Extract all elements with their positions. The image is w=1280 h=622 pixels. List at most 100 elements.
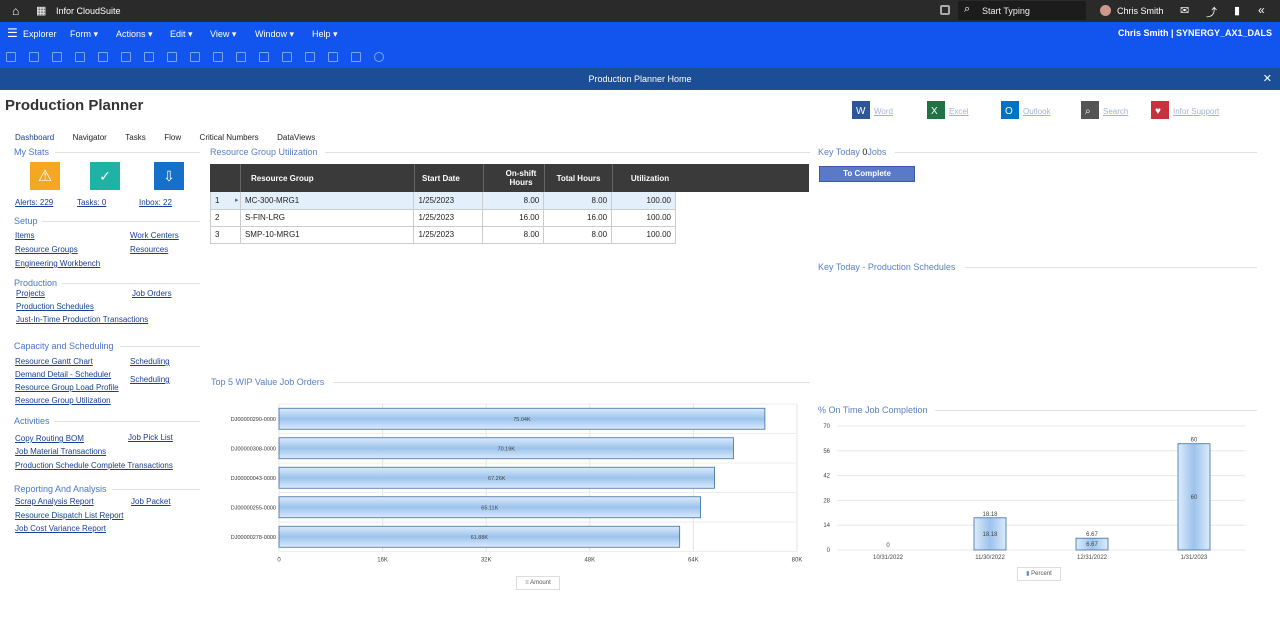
explorer-menu[interactable]: Explorer bbox=[23, 29, 57, 39]
add-icon[interactable] bbox=[52, 52, 62, 62]
to-complete-button[interactable]: To Complete bbox=[819, 166, 915, 182]
activities-job-material-link[interactable]: Job Material Transactions bbox=[15, 447, 107, 456]
delete-icon[interactable] bbox=[75, 52, 85, 62]
setup-engineering-workbench-link[interactable]: Engineering Workbench bbox=[15, 259, 101, 268]
open-icon[interactable] bbox=[6, 52, 16, 62]
col-resource-group[interactable]: Resource Group bbox=[240, 164, 415, 192]
menu-form[interactable]: Form ▾ bbox=[70, 29, 99, 39]
production-job-orders-link[interactable]: Job Orders bbox=[132, 289, 172, 298]
inbox-icon[interactable]: ⇩ bbox=[154, 162, 184, 190]
recent-icon[interactable] bbox=[940, 5, 950, 15]
col-total-hours[interactable]: Total Hours bbox=[544, 164, 612, 192]
support-icon[interactable]: ♥ bbox=[1151, 101, 1169, 119]
bookmark-icon[interactable]: ▮ bbox=[1234, 5, 1241, 17]
avatar[interactable] bbox=[1100, 5, 1111, 16]
word-button[interactable]: Word bbox=[874, 107, 893, 116]
word-icon[interactable]: W bbox=[852, 101, 870, 119]
find-icon[interactable] bbox=[305, 52, 315, 62]
search-button[interactable]: Search bbox=[1103, 107, 1129, 116]
menu-view[interactable]: View ▾ bbox=[210, 29, 237, 39]
search-icon[interactable]: ⌕ bbox=[1081, 101, 1099, 119]
reporting-cost-variance-link[interactable]: Job Cost Variance Report bbox=[15, 524, 107, 533]
outlook-button[interactable]: Outlook bbox=[1023, 107, 1051, 116]
x-tick-label: 16K bbox=[377, 558, 388, 564]
tab-dashboard[interactable]: Dashboard bbox=[15, 133, 55, 142]
search-box[interactable]: ⌕ Start Typing bbox=[958, 1, 1086, 20]
search-input[interactable]: Start Typing bbox=[982, 6, 1030, 16]
col-onshift-hours[interactable]: On-shift Hours bbox=[483, 164, 558, 192]
tasks-link[interactable]: Tasks: 0 bbox=[77, 198, 107, 207]
infor-support-button[interactable]: Infor Support bbox=[1173, 107, 1220, 116]
setup-items-link[interactable]: Items bbox=[15, 231, 35, 240]
hamburger-icon[interactable]: ☰ bbox=[7, 26, 18, 40]
home-icon[interactable]: ⌂ bbox=[12, 4, 20, 18]
copy-icon[interactable] bbox=[167, 52, 177, 62]
setup-resource-groups-link[interactable]: Resource Groups bbox=[15, 245, 78, 254]
reporting-dispatch-link[interactable]: Resource Dispatch List Report bbox=[15, 511, 124, 520]
inbox-link[interactable]: Inbox: 22 bbox=[139, 198, 172, 207]
menu-help[interactable]: Help ▾ bbox=[312, 29, 338, 39]
help-icon[interactable] bbox=[374, 52, 384, 62]
capacity-gantt-link[interactable]: Resource Gantt Chart bbox=[15, 357, 93, 366]
tab-navigator[interactable]: Navigator bbox=[72, 133, 107, 142]
bar-value-label: 60 bbox=[1191, 438, 1198, 444]
report-icon[interactable] bbox=[259, 52, 269, 62]
table-row[interactable]: 3 SMP-10-MRG1 1/25/2023 8.00 8.00 100.00 bbox=[210, 226, 676, 244]
clipboard-icon[interactable]: ✓ bbox=[90, 162, 120, 190]
capacity-load-profile-link[interactable]: Resource Group Load Profile bbox=[15, 383, 119, 392]
user-name[interactable]: Chris Smith bbox=[1117, 6, 1164, 16]
activities-copy-routing-link[interactable]: Copy Routing BOM bbox=[15, 434, 84, 443]
reporting-scrap-link[interactable]: Scrap Analysis Report bbox=[15, 497, 94, 506]
menu-edit[interactable]: Edit ▾ bbox=[170, 29, 193, 39]
excel-button[interactable]: Excel bbox=[949, 107, 969, 116]
my-stats-title: My Stats bbox=[14, 147, 50, 157]
activities-pick-list-link[interactable]: Job Pick List bbox=[128, 433, 173, 442]
tab-critical-numbers[interactable]: Critical Numbers bbox=[199, 133, 259, 142]
mail-icon[interactable] bbox=[236, 52, 246, 62]
tools-icon[interactable] bbox=[328, 52, 338, 62]
ontime-bar bbox=[1177, 443, 1211, 551]
key-today-jobs-title: Key Today 0Jobs bbox=[818, 147, 887, 157]
table-row[interactable]: 1 ▸ MC-300-MRG1 1/25/2023 8.00 8.00 100.0… bbox=[210, 192, 676, 210]
capacity-scheduling-link-2[interactable]: Scheduling bbox=[130, 375, 170, 384]
tab-flow[interactable]: Flow bbox=[164, 133, 182, 142]
wip-legend[interactable]: ≡ Amount bbox=[516, 576, 560, 590]
setup-work-centers-link[interactable]: Work Centers bbox=[130, 231, 179, 240]
app-grid-icon[interactable]: ▦ bbox=[36, 5, 47, 17]
alert-icon[interactable]: ⚠ bbox=[30, 162, 60, 190]
y-category-label: DJ00000255-0000 bbox=[231, 505, 276, 511]
menu-actions[interactable]: Actions ▾ bbox=[116, 29, 153, 39]
filter-icon[interactable] bbox=[121, 52, 131, 62]
capacity-demand-detail-link[interactable]: Demand Detail - Scheduler bbox=[15, 370, 112, 379]
setup-resources-link[interactable]: Resources bbox=[130, 245, 169, 254]
capacity-utilization-link[interactable]: Resource Group Utilization bbox=[15, 396, 111, 405]
refresh-icon[interactable] bbox=[98, 52, 108, 62]
tab-dataviews[interactable]: DataViews bbox=[277, 133, 316, 142]
capacity-scheduling-link-1[interactable]: Scheduling bbox=[130, 357, 170, 366]
paste-icon[interactable] bbox=[190, 52, 200, 62]
back-icon[interactable] bbox=[282, 52, 292, 62]
share-icon[interactable]: ⤴ bbox=[1206, 7, 1217, 19]
activities-schedule-complete-link[interactable]: Production Schedule Complete Transaction… bbox=[15, 461, 173, 470]
table-row[interactable]: 2 S-FIN-LRG 1/25/2023 16.00 16.00 100.00 bbox=[210, 209, 676, 227]
production-jit-link[interactable]: Just-In-Time Production Transactions bbox=[16, 315, 149, 324]
tab-tasks[interactable]: Tasks bbox=[125, 133, 146, 142]
col-utilization[interactable]: Utilization bbox=[612, 164, 687, 192]
reporting-job-packet-link[interactable]: Job Packet bbox=[131, 497, 171, 506]
col-start-date[interactable]: Start Date bbox=[414, 164, 484, 192]
mail-icon[interactable]: ✉ bbox=[1180, 5, 1190, 17]
document-icon[interactable] bbox=[213, 52, 223, 62]
collapse-icon[interactable]: « bbox=[1258, 3, 1265, 17]
ontime-legend[interactable]: ▮ Percent bbox=[1017, 567, 1061, 581]
production-schedules-link[interactable]: Production Schedules bbox=[16, 302, 94, 311]
save-icon[interactable] bbox=[29, 52, 39, 62]
alerts-link[interactable]: Alerts: 229 bbox=[15, 198, 54, 207]
undo-icon[interactable] bbox=[144, 52, 154, 62]
production-projects-link[interactable]: Projects bbox=[16, 289, 45, 298]
menu-window[interactable]: Window ▾ bbox=[255, 29, 295, 39]
x-tick-label: 80K bbox=[792, 558, 803, 564]
columns-icon[interactable] bbox=[351, 52, 361, 62]
close-icon[interactable]: ✕ bbox=[1262, 73, 1272, 85]
outlook-icon[interactable]: O bbox=[1001, 101, 1019, 119]
excel-icon[interactable]: X bbox=[927, 101, 945, 119]
